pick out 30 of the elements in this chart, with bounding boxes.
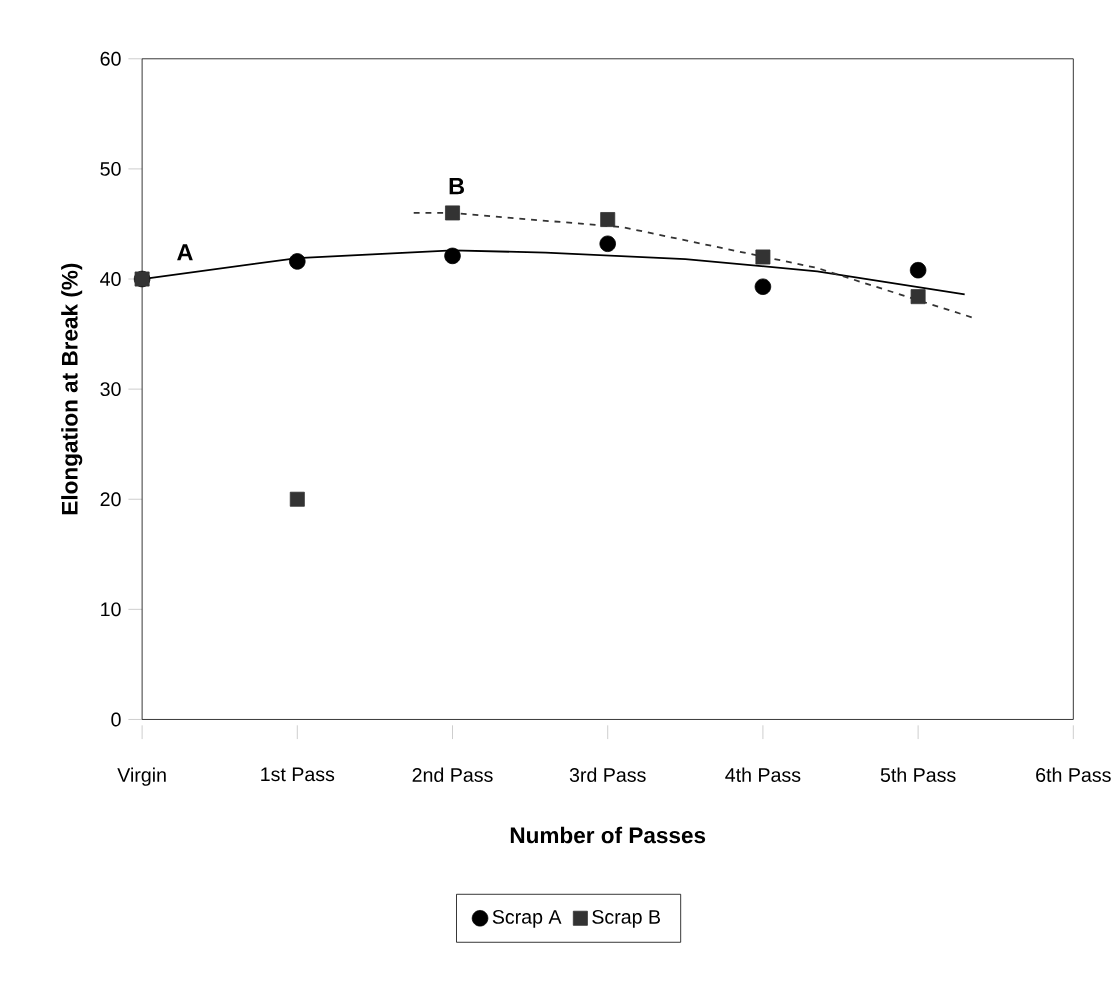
point xyxy=(445,205,460,221)
x-tick-label: 6th Pass xyxy=(1036,767,1111,782)
x-axis-title: Number of Passes xyxy=(510,826,706,844)
x-tick-label: 1st Pass xyxy=(261,767,335,782)
y-tick-label: 40 xyxy=(100,272,121,286)
y-tick-label: 20 xyxy=(100,492,121,507)
x-tick-label: 3rd Pass xyxy=(569,767,646,782)
y-tick-label: 10 xyxy=(101,602,121,617)
x-tick-label: 2nd Pass xyxy=(412,767,493,782)
x-tick-label: Virgin xyxy=(117,767,166,786)
point xyxy=(289,491,305,507)
point xyxy=(754,278,772,295)
annotation: B xyxy=(449,178,465,195)
point xyxy=(599,235,616,252)
point xyxy=(909,261,927,279)
y-tick-label: 0 xyxy=(111,712,121,727)
x-tick-label: 5th Pass xyxy=(880,767,956,782)
point xyxy=(444,247,461,265)
legend-label: Scrap B xyxy=(592,909,661,928)
point xyxy=(289,253,306,270)
point xyxy=(755,249,771,265)
point xyxy=(910,289,926,305)
x-tick-label: 4th Pass xyxy=(725,767,801,782)
y-tick-label: 60 xyxy=(100,51,121,66)
annotation: A xyxy=(177,244,193,261)
y-tick-label: 50 xyxy=(100,161,121,176)
y-tick-label: 30 xyxy=(100,382,121,397)
point xyxy=(600,212,616,227)
y-axis-title: Elongation at Break (%) xyxy=(61,263,83,515)
legend-label: Scrap A xyxy=(492,909,562,928)
